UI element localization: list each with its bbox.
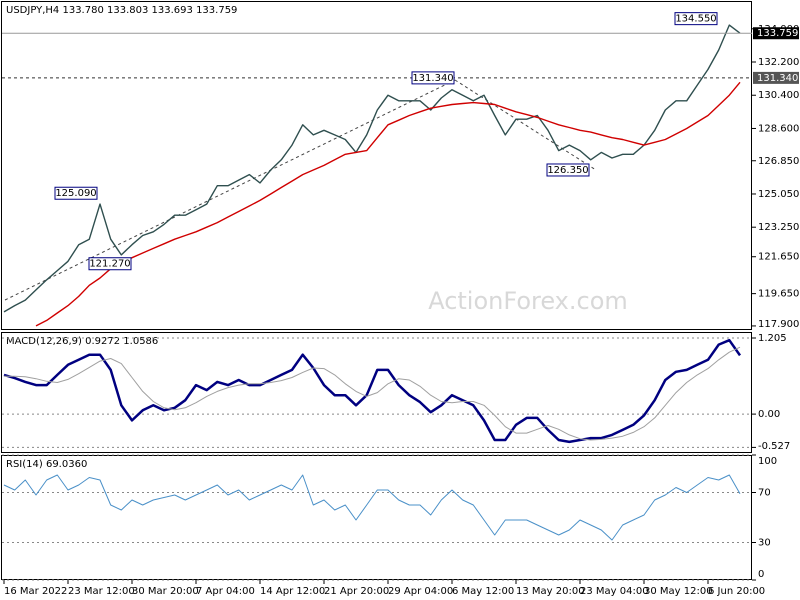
annotation-label: 131.340 [412,73,453,84]
y-tick-label: 130.400 [758,90,799,101]
annotation-label: 126.350 [547,165,588,176]
price-level-label: 133.759 [757,28,798,39]
series-line [3,474,741,541]
series-line [4,346,741,441]
x-tick-label: 30 May 12:00 [644,586,713,597]
x-tick-label: 6 Jun 20:00 [708,586,765,597]
x-tick-label: 21 Apr 20:00 [324,586,389,597]
annotation-box [54,186,98,200]
macd-title: MACD(12,26,9) 0.9272 1.0586 [6,336,158,347]
y-tick-label: 128.600 [758,123,799,134]
series-line [3,338,742,444]
x-tick-label: 16 Mar 2022 [4,586,67,597]
x-tick-label: 23 May 04:00 [580,586,649,597]
rsi-panel [1,455,752,580]
rsi-title: RSI(14) 69.0360 [6,459,87,470]
x-tick-label: 23 Mar 12:00 [68,586,135,597]
y-tick-label: 125.050 [758,189,799,200]
y-tick-label: -0.527 [758,441,790,452]
price-level-box [753,71,799,84]
y-tick-label: 123.250 [758,222,799,233]
y-tick-label: 121.650 [758,252,799,263]
series-line [3,24,741,313]
y-tick-label: 0.00 [758,409,780,420]
y-tick-label: 100 [758,456,777,467]
annotation-box [411,71,455,85]
y-tick-label: 132.200 [758,57,799,68]
x-tick-label: 29 Apr 04:00 [388,586,453,597]
x-tick-label: 13 May 20:00 [516,586,585,597]
annotation-label: 125.090 [55,188,96,199]
x-tick-label: 30 Mar 20:00 [132,586,199,597]
y-tick-label: 1.205 [758,333,787,344]
y-tick-label: 30 [758,538,771,549]
price-level-box [753,27,799,40]
y-tick-label: 70 [758,488,771,499]
macd-panel [1,332,752,453]
annotation-label: 134.550 [675,14,716,25]
price-level-label: 131.340 [757,73,798,84]
trend-line [454,79,597,171]
x-tick-label: 14 Apr 12:00 [260,586,325,597]
annotation-box [546,163,590,177]
annotation-box [88,257,132,271]
x-tick-label: 7 Apr 04:00 [196,586,255,597]
y-tick-label: 119.650 [758,289,799,300]
y-tick-label: 126.850 [758,156,799,167]
x-tick-label: 6 May 12:00 [452,586,514,597]
y-tick-label: 117.900 [758,319,799,330]
y-tick-label: 0 [758,569,764,580]
annotation-box [674,12,718,26]
chart-title: USDJPY,H4 133.780 133.803 133.693 133.75… [6,5,237,16]
price-panel [1,1,752,330]
watermark: ActionForex.com [428,287,628,315]
series-line [35,81,741,327]
annotation-label: 121.270 [89,259,130,270]
